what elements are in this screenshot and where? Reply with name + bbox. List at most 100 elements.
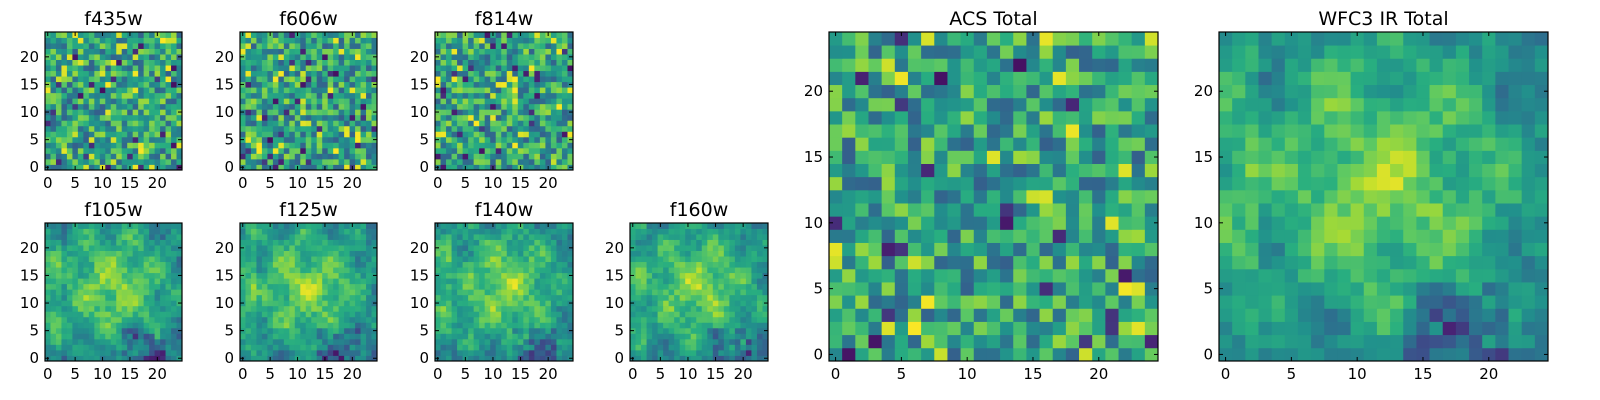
heatmap-cell (561, 300, 568, 307)
heatmap-cell (663, 327, 670, 334)
heatmap-cell (267, 250, 274, 257)
heatmap-cell (360, 245, 367, 251)
heatmap-cell (729, 234, 736, 240)
heatmap-cell (657, 305, 664, 312)
heatmap-cell (94, 81, 101, 88)
heatmap-cell (283, 103, 290, 110)
heatmap-cell (523, 98, 530, 105)
heatmap-cell (283, 349, 290, 356)
y-tick-label: 20 (410, 48, 429, 66)
heatmap-cell (55, 131, 62, 138)
heatmap-cell (256, 256, 263, 263)
heatmap-cell (272, 65, 279, 72)
heatmap-cell (322, 87, 329, 94)
heatmap-cell (171, 43, 177, 49)
heatmap-cell (256, 322, 263, 329)
heatmap-cell (517, 48, 524, 55)
heatmap-cell (701, 300, 708, 307)
heatmap-cell (77, 65, 84, 72)
heatmap-cell (316, 37, 323, 44)
heatmap-cell (305, 76, 312, 83)
heatmap-cell (360, 76, 367, 83)
heatmap-cell (679, 261, 686, 268)
heatmap-cell (646, 289, 653, 296)
heatmap-cell (523, 125, 530, 132)
heatmap-cell (696, 272, 703, 279)
heatmap-cell (973, 203, 988, 217)
heatmap-cell (50, 344, 57, 351)
heatmap-cell (512, 37, 519, 44)
heatmap-cell (1065, 321, 1080, 336)
heatmap-cell (360, 48, 367, 55)
heatmap-cell (855, 334, 869, 349)
heatmap-cell (740, 245, 747, 251)
heatmap-cell (506, 125, 513, 132)
heatmap-cell (344, 289, 350, 296)
y-tick-label: 0 (614, 349, 624, 367)
heatmap-cell (457, 327, 463, 334)
heatmap-cell (245, 344, 252, 351)
heatmap-cell (94, 103, 101, 110)
heatmap-cell (311, 278, 318, 285)
heatmap-cell (333, 125, 340, 132)
heatmap-cell (561, 37, 568, 44)
heatmap-cell (311, 48, 318, 55)
heatmap-cell (457, 355, 463, 362)
heatmap-cell (327, 43, 334, 49)
heatmap-cell (696, 338, 703, 345)
heatmap-cell (462, 103, 469, 110)
heatmap-cell (83, 37, 90, 44)
heatmap-cell (556, 294, 563, 301)
heatmap-cell (72, 76, 79, 83)
heatmap-cell (479, 239, 486, 246)
heatmap-cell (360, 223, 367, 229)
heatmap-cell (127, 245, 134, 251)
heatmap-cell (473, 136, 480, 143)
heatmap-cell (338, 37, 345, 44)
heatmap-cell (479, 32, 486, 38)
heatmap-cell (176, 48, 183, 55)
heatmap-cell (745, 333, 752, 340)
heatmap-cell (534, 76, 541, 83)
heatmap-cell (528, 81, 535, 88)
heatmap-cell (561, 272, 568, 279)
heatmap-cell (451, 300, 458, 307)
heatmap-cell (344, 228, 350, 235)
heatmap-cell (127, 239, 134, 246)
heatmap-cell (349, 344, 356, 351)
heatmap-cell (360, 43, 367, 49)
heatmap-cell (66, 261, 73, 268)
heatmap-cell (127, 316, 134, 323)
heatmap-cell (371, 278, 378, 285)
heatmap-cell (1118, 295, 1133, 309)
heatmap-cell (635, 283, 642, 290)
heatmap-cell (176, 261, 183, 268)
heatmap-cell (300, 98, 307, 105)
heatmap-cell (1092, 176, 1106, 191)
heatmap-cell (143, 228, 150, 235)
heatmap-cell (523, 267, 530, 274)
heatmap-cell (495, 261, 502, 268)
heatmap-cell (712, 300, 719, 307)
heatmap-cell (550, 125, 557, 132)
heatmap-cell (250, 239, 257, 246)
heatmap-cell (99, 131, 106, 138)
heatmap-cell (171, 267, 177, 274)
heatmap-cell (881, 216, 896, 230)
heatmap-cell (446, 267, 452, 274)
heatmap-cell (479, 98, 486, 105)
heatmap-cell (154, 131, 161, 138)
heatmap-cell (132, 125, 139, 132)
heatmap-cell (289, 305, 296, 312)
heatmap-cell (657, 311, 664, 318)
heatmap-cell (567, 311, 574, 318)
heatmap-cell (240, 76, 246, 83)
heatmap-cell (83, 300, 90, 307)
heatmap-cell (468, 316, 475, 323)
heatmap-cell (528, 333, 535, 340)
heatmap-cell (311, 344, 318, 351)
heatmap-cell (322, 92, 329, 99)
heatmap-cell (1092, 163, 1106, 178)
heatmap-cell (94, 43, 101, 49)
heatmap-cell (501, 109, 508, 116)
